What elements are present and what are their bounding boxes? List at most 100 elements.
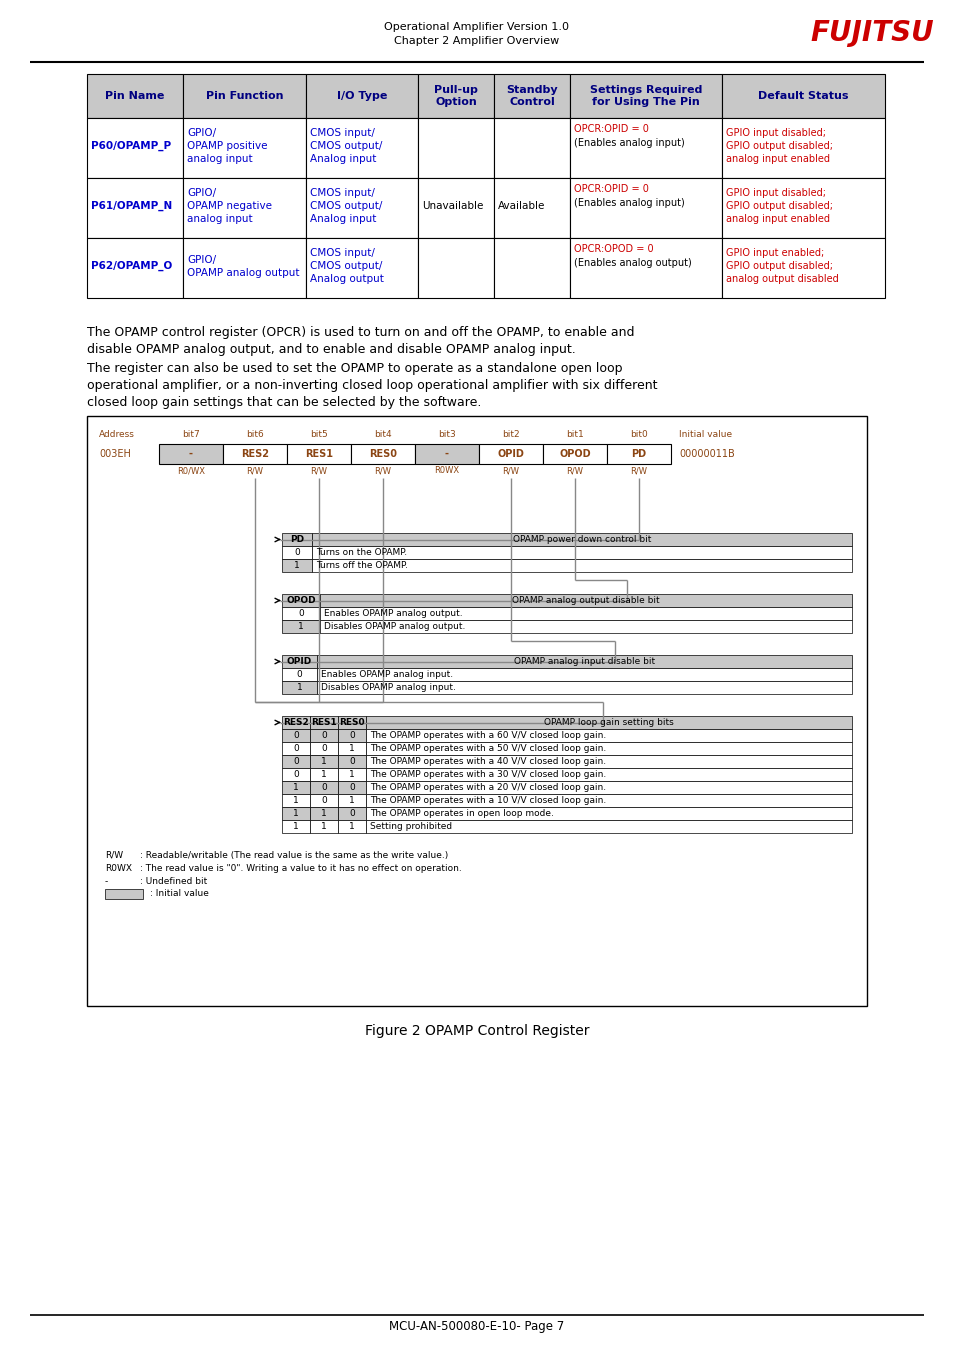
Bar xyxy=(310,755,337,768)
Bar xyxy=(478,444,542,464)
Text: OPAMP analog output disable bit: OPAMP analog output disable bit xyxy=(512,595,659,605)
Text: Pin Name: Pin Name xyxy=(105,90,165,101)
Text: The OPAMP operates with a 60 V/V closed loop gain.: The OPAMP operates with a 60 V/V closed … xyxy=(370,730,605,740)
Bar xyxy=(316,680,851,694)
Text: R/W: R/W xyxy=(502,466,519,475)
Text: R/W: R/W xyxy=(246,466,263,475)
Text: bit1: bit1 xyxy=(565,431,583,439)
Text: analog input enabled: analog input enabled xyxy=(725,215,829,224)
Bar xyxy=(183,117,306,178)
Text: R/W: R/W xyxy=(566,466,583,475)
Bar xyxy=(159,444,223,464)
Text: OPAMP analog input disable bit: OPAMP analog input disable bit xyxy=(514,657,655,666)
Text: GPIO input disabled;: GPIO input disabled; xyxy=(725,188,825,198)
Text: R0WX: R0WX xyxy=(434,466,459,475)
Bar xyxy=(366,819,851,833)
Text: Setting prohibited: Setting prohibited xyxy=(370,822,452,832)
Text: 0: 0 xyxy=(294,548,299,558)
Text: RES0: RES0 xyxy=(339,718,364,728)
Text: RES1: RES1 xyxy=(311,718,336,728)
Text: OPCR:OPID = 0: OPCR:OPID = 0 xyxy=(574,184,648,194)
Text: The OPAMP operates with a 10 V/V closed loop gain.: The OPAMP operates with a 10 V/V closed … xyxy=(370,796,605,805)
Bar xyxy=(282,680,316,694)
Bar xyxy=(316,668,851,680)
Text: analog output disabled: analog output disabled xyxy=(725,274,838,284)
Bar xyxy=(366,782,851,794)
Text: 1: 1 xyxy=(293,822,298,832)
Bar xyxy=(494,178,569,238)
Text: 1: 1 xyxy=(321,769,327,779)
Bar xyxy=(542,444,606,464)
Text: Chapter 2 Amplifier Overview: Chapter 2 Amplifier Overview xyxy=(394,36,559,46)
Bar xyxy=(606,444,670,464)
Text: : Readable/writable (The read value is the same as the write value.): : Readable/writable (The read value is t… xyxy=(140,850,448,860)
Bar xyxy=(310,729,337,742)
Text: (Enables analog output): (Enables analog output) xyxy=(574,258,691,269)
Bar xyxy=(310,819,337,833)
Text: 0: 0 xyxy=(293,744,298,753)
Bar xyxy=(316,655,851,668)
Text: bit6: bit6 xyxy=(246,431,264,439)
Bar xyxy=(494,117,569,178)
Text: CMOS input/: CMOS input/ xyxy=(310,128,375,138)
Text: Enables OPAMP analog output.: Enables OPAMP analog output. xyxy=(324,609,462,618)
Text: R/W: R/W xyxy=(630,466,647,475)
Bar xyxy=(366,729,851,742)
Text: 0: 0 xyxy=(321,796,327,805)
Text: Available: Available xyxy=(497,201,545,211)
Bar xyxy=(337,794,366,807)
Text: OPCR:OPOD = 0: OPCR:OPOD = 0 xyxy=(574,244,653,254)
Bar xyxy=(282,545,312,559)
Text: R0WX: R0WX xyxy=(105,864,132,873)
Text: RES2: RES2 xyxy=(283,718,309,728)
Bar xyxy=(351,444,415,464)
Text: RES2: RES2 xyxy=(241,450,269,459)
Text: GPIO output disabled;: GPIO output disabled; xyxy=(725,261,832,271)
Text: Address: Address xyxy=(99,431,134,439)
Text: analog input: analog input xyxy=(187,154,253,163)
Text: RES0: RES0 xyxy=(369,450,396,459)
Text: OPAMP negative: OPAMP negative xyxy=(187,201,272,211)
Text: : Undefined bit: : Undefined bit xyxy=(140,878,207,886)
Text: OPAMP power down control bit: OPAMP power down control bit xyxy=(513,535,651,544)
Bar xyxy=(366,755,851,768)
Text: 0: 0 xyxy=(293,769,298,779)
Bar xyxy=(569,117,721,178)
Text: Analog input: Analog input xyxy=(310,154,376,163)
Bar xyxy=(282,729,310,742)
Bar xyxy=(366,807,851,819)
Text: OPOD: OPOD xyxy=(558,450,590,459)
Text: FUJITSU: FUJITSU xyxy=(809,19,933,47)
Text: MCU-AN-500080-E-10- Page 7: MCU-AN-500080-E-10- Page 7 xyxy=(389,1320,564,1332)
Text: The OPAMP control register (OPCR) is used to turn on and off the OPAMP, to enabl: The OPAMP control register (OPCR) is use… xyxy=(87,325,634,339)
Text: OPID: OPID xyxy=(287,657,312,666)
Bar xyxy=(183,178,306,238)
Text: (Enables analog input): (Enables analog input) xyxy=(574,138,684,148)
Bar xyxy=(306,74,417,117)
Bar xyxy=(337,768,366,782)
Text: The OPAMP operates in open loop mode.: The OPAMP operates in open loop mode. xyxy=(370,809,554,818)
Bar xyxy=(282,782,310,794)
Bar xyxy=(721,238,884,298)
Text: P60/OPAMP_P: P60/OPAMP_P xyxy=(91,140,171,151)
Bar xyxy=(87,178,183,238)
Text: (Enables analog input): (Enables analog input) xyxy=(574,198,684,208)
Bar xyxy=(183,74,306,117)
Text: 1: 1 xyxy=(293,796,298,805)
Bar xyxy=(282,819,310,833)
Text: The OPAMP operates with a 20 V/V closed loop gain.: The OPAMP operates with a 20 V/V closed … xyxy=(370,783,605,792)
Text: 0: 0 xyxy=(293,757,298,765)
Text: -: - xyxy=(444,450,449,459)
Bar xyxy=(721,117,884,178)
Text: bit0: bit0 xyxy=(630,431,647,439)
Bar xyxy=(337,819,366,833)
Text: P61/OPAMP_N: P61/OPAMP_N xyxy=(91,201,172,211)
Bar xyxy=(282,807,310,819)
Text: 00000011B: 00000011B xyxy=(679,450,734,459)
Text: GPIO/: GPIO/ xyxy=(187,128,216,138)
Text: OPAMP loop gain setting bits: OPAMP loop gain setting bits xyxy=(543,718,673,728)
Text: analog input enabled: analog input enabled xyxy=(725,154,829,163)
Bar xyxy=(282,594,319,608)
Text: : Initial value: : Initial value xyxy=(150,890,209,898)
Bar xyxy=(366,743,851,755)
